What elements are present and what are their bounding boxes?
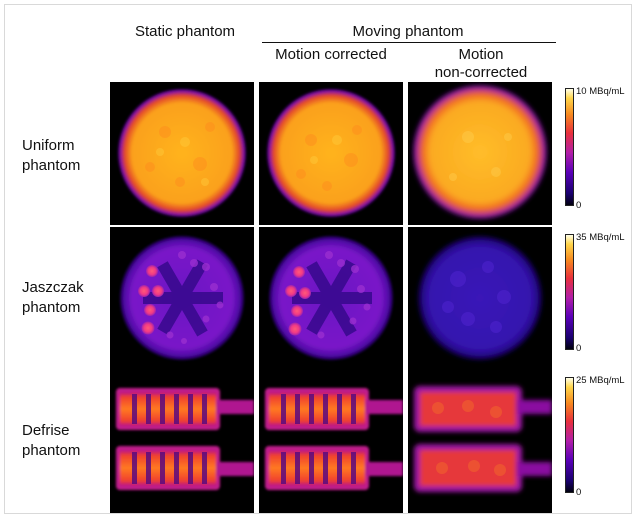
colorbar-uniform-min: 0 <box>576 200 582 211</box>
image-defrise-corrected <box>259 370 403 513</box>
header-motion-non-corrected-2: non-corrected <box>434 64 528 81</box>
figure-frame <box>4 4 632 514</box>
image-jaszczak-non-corrected <box>408 227 552 370</box>
image-jaszczak-static <box>110 227 254 370</box>
colorbar-defrise <box>565 377 574 493</box>
row-label-line1: Defrise <box>22 422 70 439</box>
row-label-line1: Jaszczak <box>22 279 84 296</box>
row-label-jaszczak: Jaszczak phantom <box>22 278 84 318</box>
colorbar-defrise-max: 25 MBq/mL <box>576 375 625 386</box>
colorbar-uniform <box>565 88 574 206</box>
colorbar-jaszczak-min: 0 <box>576 343 582 354</box>
row-label-line2: phantom <box>22 442 81 459</box>
header-motion-non-corrected-1: Motion <box>458 46 504 63</box>
image-uniform-corrected <box>259 82 403 225</box>
image-jaszczak-corrected <box>259 227 403 370</box>
colorbar-uniform-max: 10 MBq/mL <box>576 86 625 97</box>
colorbar-defrise-min: 0 <box>576 487 582 498</box>
row-label-line2: phantom <box>22 299 81 316</box>
row-label-line2: phantom <box>22 157 81 174</box>
image-uniform-static <box>110 82 254 225</box>
row-label-line1: Uniform <box>22 137 75 154</box>
header-rule <box>262 42 556 43</box>
image-uniform-non-corrected <box>408 82 552 225</box>
row-label-uniform: Uniform phantom <box>22 136 80 176</box>
header-motion-corrected: Motion corrected <box>275 46 387 63</box>
colorbar-jaszczak <box>565 234 574 350</box>
header-static-phantom: Static phantom <box>134 23 236 40</box>
header-moving-phantom: Moving phantom <box>352 23 464 40</box>
colorbar-jaszczak-max: 35 MBq/mL <box>576 232 625 243</box>
image-defrise-static <box>110 370 254 513</box>
image-defrise-non-corrected <box>408 370 552 513</box>
row-label-defrise: Defrise phantom <box>22 421 80 461</box>
